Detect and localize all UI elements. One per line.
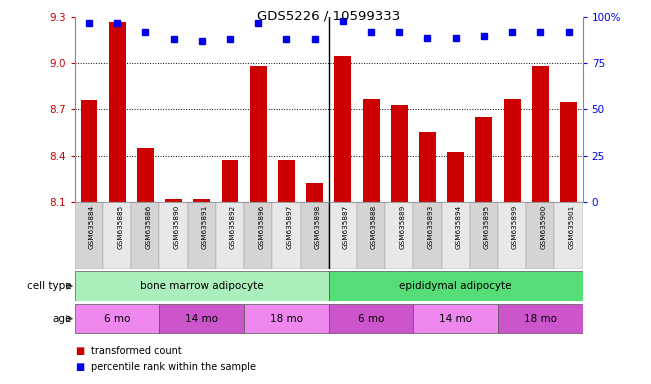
Bar [385,202,413,269]
Bar [447,152,464,202]
Bar [526,202,555,269]
Bar [329,202,357,269]
Text: ■: ■ [75,362,84,372]
Text: GSM635889: GSM635889 [399,205,406,249]
Text: GSM635891: GSM635891 [202,205,208,249]
Text: age: age [52,314,72,324]
Text: GSM635898: GSM635898 [314,205,321,249]
Bar [504,99,521,202]
Bar [498,202,526,269]
Bar [165,199,182,202]
Bar [532,66,549,202]
Text: 6 mo: 6 mo [358,314,384,324]
Text: GSM635899: GSM635899 [512,205,518,249]
Text: GSM635894: GSM635894 [456,205,462,249]
Bar [81,100,98,202]
Text: GSM635884: GSM635884 [89,205,95,249]
Bar [221,160,238,202]
Bar [75,304,159,333]
Text: GSM635901: GSM635901 [568,205,575,249]
Text: 18 mo: 18 mo [524,314,557,324]
Text: GSM635890: GSM635890 [174,205,180,249]
Text: cell type: cell type [27,281,72,291]
Text: GSM635893: GSM635893 [428,205,434,249]
Bar [137,148,154,202]
Bar [216,202,244,269]
Text: GSM635897: GSM635897 [286,205,292,249]
Text: GDS5226 / 10599333: GDS5226 / 10599333 [257,10,400,23]
Bar [187,202,216,269]
Text: ■: ■ [75,346,84,356]
Bar [75,271,329,301]
Bar [250,66,267,202]
Bar [441,202,470,269]
Text: GSM635892: GSM635892 [230,205,236,249]
Bar [278,160,295,202]
Bar [498,304,583,333]
Bar [159,304,244,333]
Bar [470,202,498,269]
Text: GSM635896: GSM635896 [258,205,264,249]
Bar [75,202,103,269]
Text: bone marrow adipocyte: bone marrow adipocyte [140,281,264,291]
Text: transformed count: transformed count [91,346,182,356]
Bar [475,117,492,202]
Bar [103,202,132,269]
Bar [329,304,413,333]
Text: epididymal adipocyte: epididymal adipocyte [400,281,512,291]
Bar [272,202,301,269]
Bar [306,183,323,202]
Bar [244,202,272,269]
Text: GSM635895: GSM635895 [484,205,490,249]
Bar [560,102,577,202]
Text: percentile rank within the sample: percentile rank within the sample [91,362,256,372]
Bar [555,202,583,269]
Bar [335,56,352,202]
Bar [413,304,498,333]
Bar [109,22,126,202]
Text: 14 mo: 14 mo [439,314,472,324]
Bar [159,202,187,269]
Bar [193,199,210,202]
Text: GSM635900: GSM635900 [540,205,546,249]
Bar [132,202,159,269]
Text: 6 mo: 6 mo [104,314,130,324]
Bar [357,202,385,269]
Text: GSM635888: GSM635888 [371,205,377,249]
Bar [419,132,436,202]
Text: GSM635885: GSM635885 [117,205,123,249]
Bar [391,105,408,202]
Bar [244,304,329,333]
Bar [413,202,441,269]
Bar [363,99,380,202]
Text: 14 mo: 14 mo [186,314,218,324]
Bar [329,271,583,301]
Text: GSM635886: GSM635886 [145,205,152,249]
Text: GSM635887: GSM635887 [343,205,349,249]
Bar [301,202,329,269]
Text: 18 mo: 18 mo [270,314,303,324]
